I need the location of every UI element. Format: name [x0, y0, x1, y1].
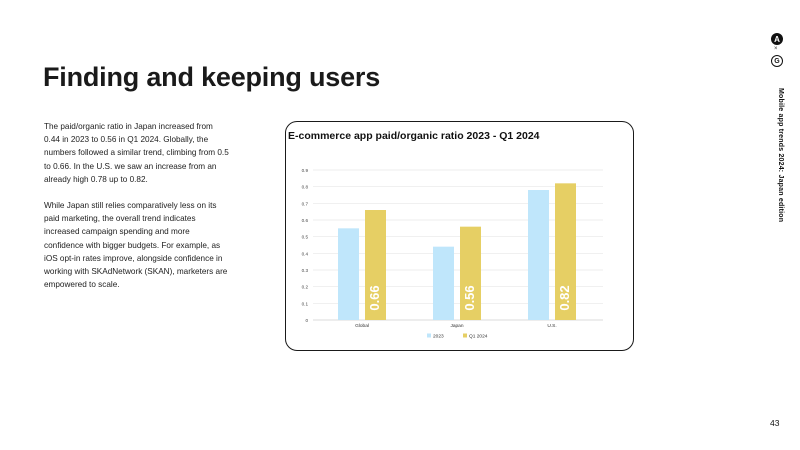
paragraph-japan-trend: While Japan still relies comparatively l… [44, 201, 228, 290]
legend-label: Q1 2024 [469, 333, 488, 339]
bar-2023-global [338, 228, 359, 320]
page-title: Finding and keeping users [43, 62, 381, 92]
y-tick-label: 0.1 [302, 301, 309, 306]
bar-2023-u-s- [528, 190, 549, 320]
x-tick-label: Global [355, 323, 369, 329]
body-text: The paid/organic ratio in Japan increase… [44, 120, 230, 304]
page-number: 43 [770, 418, 780, 428]
legend-label: 2023 [433, 333, 444, 339]
legend-swatch [463, 333, 467, 338]
side-label: Mobile app trends 2024: Japan edition [777, 88, 784, 223]
x-tick-label: Japan [450, 323, 463, 329]
adjust-logo-icon: A [771, 33, 783, 45]
x-tick-label: U.S. [547, 323, 556, 329]
data-label: 0.82 [557, 285, 572, 310]
logo-separator: × [774, 46, 778, 52]
y-tick-label: 0 [305, 318, 308, 323]
y-tick-label: 0.5 [302, 235, 309, 240]
bar-q1-2024-japan [460, 226, 481, 320]
data-label: 0.56 [462, 285, 477, 310]
y-tick-label: 0.9 [302, 168, 309, 173]
y-tick-label: 0.2 [302, 285, 309, 290]
partner-logo-icon: G [771, 55, 783, 67]
brand-logos: A × G [768, 33, 786, 73]
bar-q1-2024-u-s- [555, 183, 576, 320]
bar-2023-japan [433, 246, 454, 320]
data-label: 0.66 [367, 285, 382, 310]
y-tick-label: 0.4 [302, 251, 309, 256]
y-tick-label: 0.8 [302, 185, 309, 190]
y-tick-label: 0.7 [302, 201, 309, 206]
legend-swatch [427, 333, 431, 338]
y-tick-label: 0.3 [302, 268, 309, 273]
y-tick-label: 0.6 [302, 218, 309, 223]
chart-title: E-commerce app paid/organic ratio 2023 -… [288, 130, 540, 142]
paragraph-ratio-summary: The paid/organic ratio in Japan increase… [44, 122, 229, 184]
bar-q1-2024-global [365, 210, 386, 320]
